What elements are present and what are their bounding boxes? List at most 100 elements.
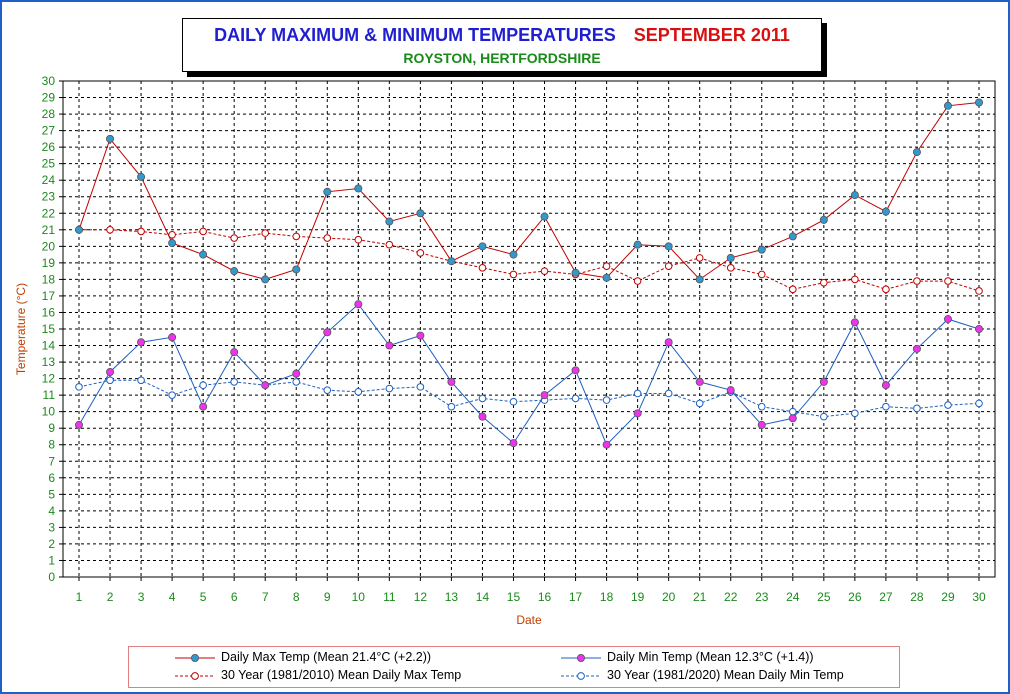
data-point bbox=[819, 377, 828, 386]
data-point bbox=[602, 440, 611, 449]
x-tick-label: 17 bbox=[569, 590, 583, 604]
data-point bbox=[913, 404, 921, 413]
x-tick-label: 26 bbox=[848, 590, 862, 604]
x-axis-label: Date bbox=[516, 613, 542, 627]
data-point bbox=[447, 257, 456, 266]
data-point bbox=[447, 402, 456, 411]
y-tick-label: 27 bbox=[42, 124, 56, 138]
data-point bbox=[385, 217, 394, 226]
data-point bbox=[385, 384, 394, 393]
data-point bbox=[323, 328, 332, 337]
data-point bbox=[695, 377, 704, 386]
data-point bbox=[664, 262, 673, 270]
x-tick-label: 12 bbox=[414, 590, 428, 604]
data-point bbox=[199, 402, 208, 411]
data-point bbox=[633, 240, 642, 249]
data-point bbox=[540, 212, 549, 221]
x-tick-label: 13 bbox=[445, 590, 459, 604]
data-point bbox=[137, 172, 146, 181]
x-tick-label: 19 bbox=[631, 590, 645, 604]
data-point bbox=[850, 318, 859, 327]
data-point bbox=[944, 401, 952, 409]
y-tick-label: 14 bbox=[42, 339, 56, 353]
data-point bbox=[943, 101, 952, 110]
series-line bbox=[78, 303, 980, 446]
data-point bbox=[975, 324, 984, 333]
series-line bbox=[78, 379, 980, 418]
data-point bbox=[137, 338, 146, 347]
y-tick-label: 21 bbox=[42, 223, 56, 237]
data-point bbox=[726, 253, 735, 262]
x-tick-label: 25 bbox=[817, 590, 831, 604]
data-point bbox=[726, 386, 735, 395]
y-tick-label: 9 bbox=[48, 421, 55, 435]
y-tick-label: 10 bbox=[42, 405, 56, 419]
legend-label: Daily Max Temp (Mean 21.4°C (+2.2)) bbox=[221, 650, 432, 664]
data-point bbox=[292, 232, 301, 241]
data-point bbox=[943, 315, 952, 324]
data-point bbox=[975, 287, 983, 295]
x-tick-label: 1 bbox=[76, 590, 83, 604]
data-point bbox=[106, 376, 114, 385]
x-tick-label: 15 bbox=[507, 590, 521, 604]
data-point bbox=[664, 389, 673, 398]
x-tick-label: 3 bbox=[138, 590, 145, 604]
series-line bbox=[79, 229, 980, 292]
series-line bbox=[78, 102, 980, 281]
chart-title: DAILY MAXIMUM & MINIMUM TEMPERATURES SEPT… bbox=[183, 25, 821, 46]
data-point bbox=[230, 267, 239, 276]
y-tick-label: 17 bbox=[42, 289, 56, 303]
data-point bbox=[168, 333, 177, 342]
data-point bbox=[354, 300, 363, 309]
x-tick-label: 29 bbox=[941, 590, 955, 604]
chart-title-box: DAILY MAXIMUM & MINIMUM TEMPERATURES SEPT… bbox=[182, 18, 822, 72]
data-point bbox=[913, 277, 921, 285]
data-point bbox=[882, 402, 890, 411]
y-tick-label: 16 bbox=[42, 305, 56, 319]
y-tick-label: 15 bbox=[42, 322, 56, 336]
data-point bbox=[975, 98, 984, 107]
data-point bbox=[540, 391, 549, 400]
y-tick-label: 5 bbox=[48, 487, 55, 501]
data-point bbox=[540, 267, 549, 275]
legend-label: 30 Year (1981/2020) Mean Daily Min Temp bbox=[607, 668, 844, 682]
data-point bbox=[633, 389, 642, 398]
data-point bbox=[168, 239, 177, 248]
data-point bbox=[261, 275, 270, 284]
x-tick-label: 21 bbox=[693, 590, 707, 604]
data-point bbox=[323, 187, 332, 196]
data-point bbox=[199, 381, 207, 390]
data-point bbox=[788, 414, 797, 423]
legend-label: Daily Min Temp (Mean 12.3°C (+1.4)) bbox=[607, 650, 814, 664]
data-point bbox=[695, 399, 704, 408]
x-tick-label: 16 bbox=[538, 590, 552, 604]
data-point bbox=[168, 391, 176, 399]
data-point bbox=[602, 273, 611, 282]
y-tick-label: 3 bbox=[48, 520, 55, 534]
data-point bbox=[416, 383, 425, 391]
data-point bbox=[230, 234, 238, 242]
data-point bbox=[106, 134, 115, 143]
x-tick-label: 18 bbox=[600, 590, 614, 604]
y-tick-label: 13 bbox=[42, 355, 56, 369]
x-tick-label: 14 bbox=[476, 590, 490, 604]
data-point bbox=[850, 191, 859, 200]
x-tick-label: 23 bbox=[755, 590, 769, 604]
chart-subtitle: ROYSTON, HERTFORDSHIRE bbox=[403, 50, 601, 66]
x-tick-label: 27 bbox=[879, 590, 893, 604]
x-tick-label: 24 bbox=[786, 590, 800, 604]
y-tick-label: 20 bbox=[42, 239, 56, 253]
data-point bbox=[944, 277, 952, 285]
data-point bbox=[788, 407, 797, 416]
chart-title-main: DAILY MAXIMUM & MINIMUM TEMPERATURES bbox=[214, 25, 616, 45]
data-point bbox=[323, 386, 332, 394]
data-point bbox=[478, 394, 487, 403]
data-point bbox=[820, 412, 828, 421]
data-point bbox=[416, 331, 425, 340]
data-point bbox=[416, 209, 425, 218]
x-tick-label: 7 bbox=[262, 590, 269, 604]
data-point bbox=[478, 264, 487, 272]
y-tick-label: 29 bbox=[42, 91, 56, 105]
y-tick-label: 25 bbox=[42, 157, 56, 171]
data-point bbox=[478, 412, 487, 421]
